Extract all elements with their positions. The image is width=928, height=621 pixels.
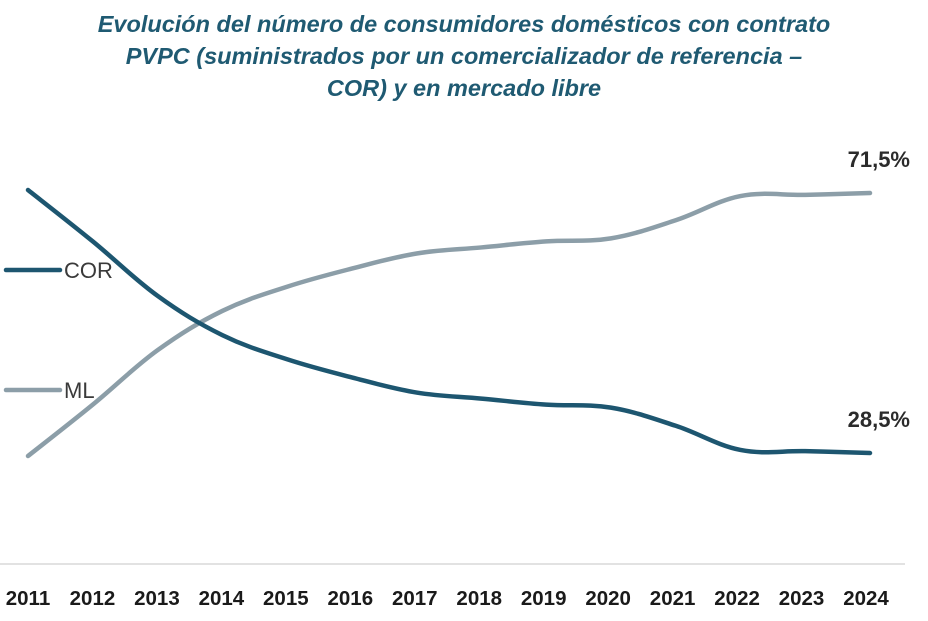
legend-label-cor: COR [64,258,113,283]
x-tick-label: 2020 [585,587,631,610]
chart-title-line: PVPC (suministrados por un comercializad… [125,43,803,69]
legend-label-ml: ML [64,378,95,403]
x-axis-ticks: 2011 2012 2013 2014 2015 2016 2017 2018 2019 2020… [6,587,890,610]
x-tick-label: 2013 [134,587,180,610]
end-labels: 28,5% 71,5% [848,147,910,432]
chart-title-line: COR) y en mercado libre [326,75,602,101]
end-label-ml: 71,5% [848,147,910,172]
x-tick-label: 2024 [843,587,889,610]
x-tick-label: 2014 [199,587,245,610]
series-layer [25,187,873,459]
end-label-cor: 28,5% [848,407,910,432]
legend: COR ML [3,258,113,403]
x-tick-label: 2012 [70,587,116,610]
chart-title: Evolución del número de consumidores dom… [0,8,928,104]
x-tick-label: 2017 [392,587,438,610]
x-tick-label: 2016 [328,587,374,610]
x-tick-label: 2015 [263,587,309,610]
series-line-ml [25,190,873,459]
x-tick-label: 2019 [521,587,567,610]
x-tick-label: 2018 [456,587,502,610]
x-tick-label: 2022 [714,587,760,610]
x-tick-label: 2011 [6,587,50,610]
chart-title-line: Evolución del número de consumidores dom… [97,11,831,37]
x-tick-label: 2021 [650,587,696,610]
series-line-cor [25,187,873,456]
x-tick-label: 2023 [779,587,825,610]
